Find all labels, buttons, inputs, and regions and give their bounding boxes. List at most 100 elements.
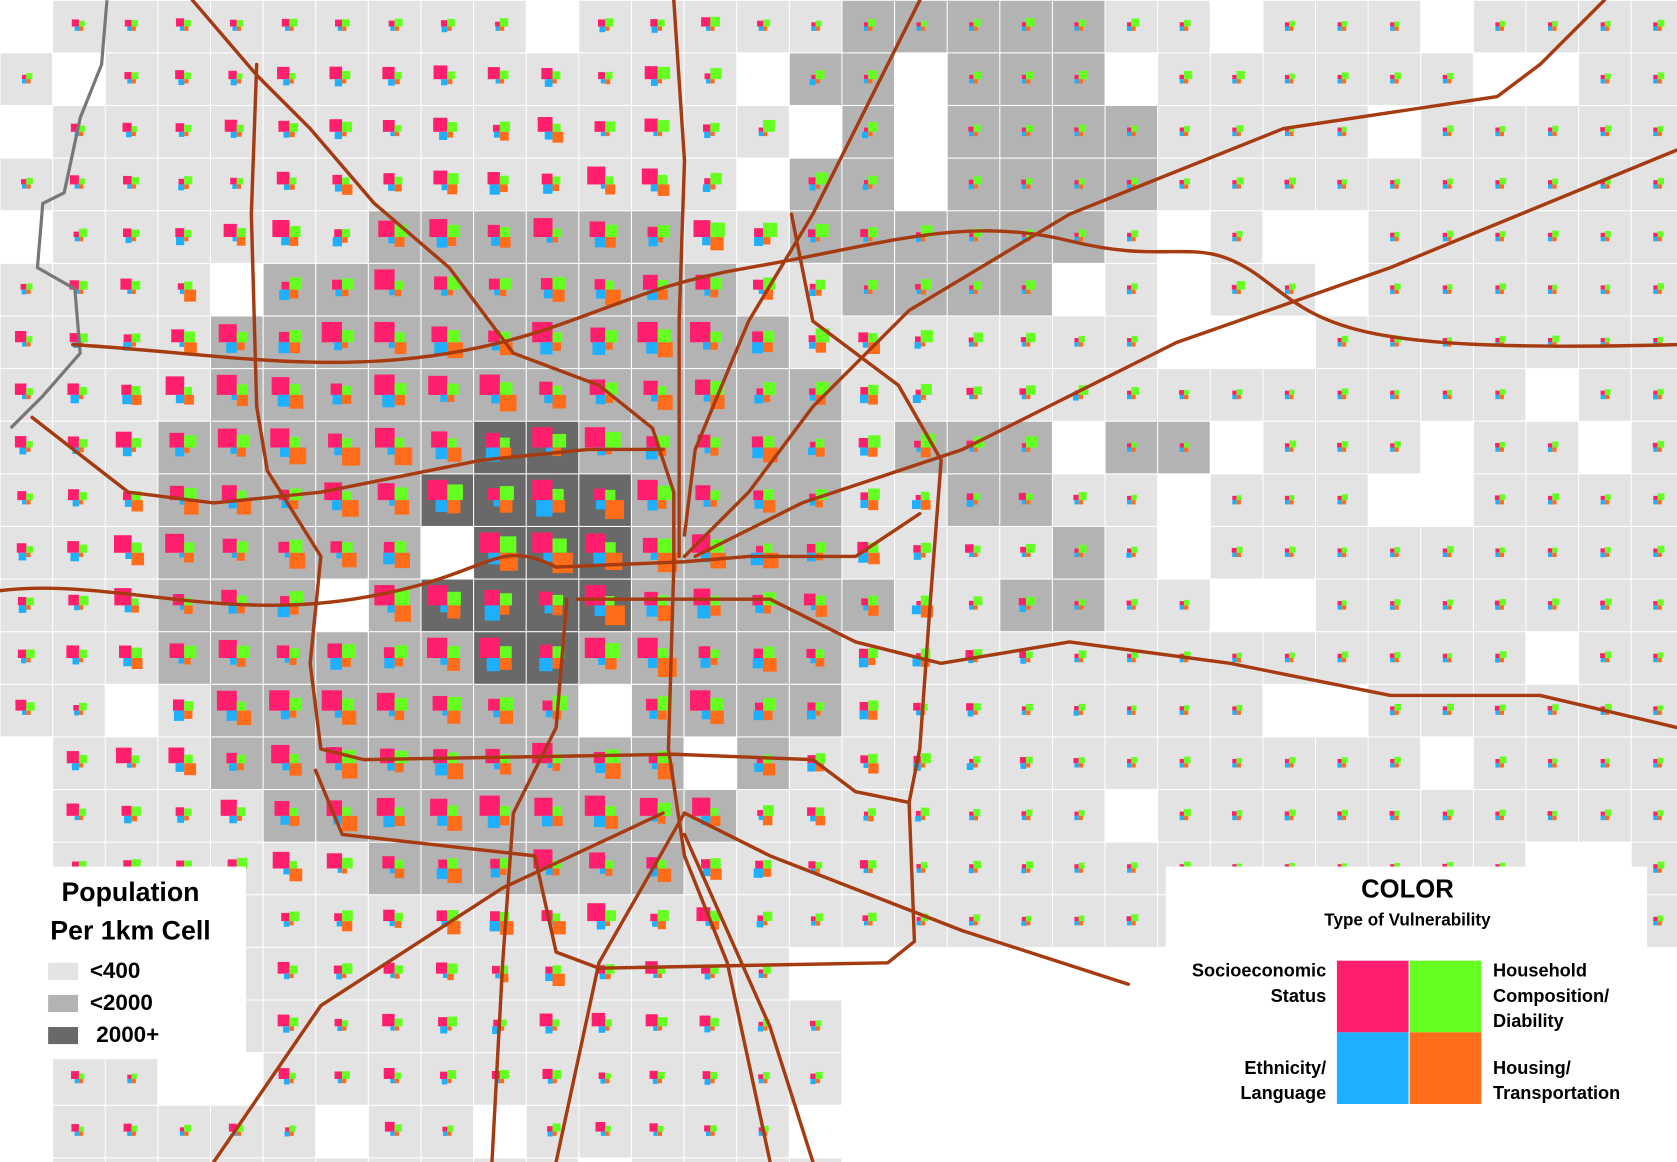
vulnerability-glyph [270, 428, 290, 448]
vulnerability-glyph [973, 131, 978, 137]
vulnerability-glyph [1657, 815, 1662, 821]
vulnerability-glyph [1074, 763, 1079, 768]
vulnerability-swatch [1336, 1032, 1409, 1104]
vulnerability-glyph [289, 73, 296, 80]
vulnerability-glyph [1078, 710, 1083, 715]
vulnerability-glyph [762, 119, 775, 132]
vulnerability-glyph [1183, 389, 1189, 395]
vulnerability-glyph [710, 868, 722, 880]
vulnerability-glyph [552, 433, 567, 448]
vulnerability-glyph [762, 1072, 770, 1079]
vulnerability-glyph [236, 124, 244, 132]
vulnerability-glyph [811, 26, 816, 31]
vulnerability-glyph [552, 552, 573, 574]
vulnerability-glyph [394, 280, 404, 290]
vulnerability-glyph [383, 541, 395, 553]
vulnerability-glyph [1026, 500, 1031, 505]
vulnerability-glyph [1495, 447, 1500, 452]
vulnerability-glyph [1131, 131, 1136, 137]
vulnerability-glyph [1078, 552, 1083, 558]
vulnerability-glyph [968, 868, 974, 874]
vulnerability-glyph [441, 26, 448, 33]
vulnerability-glyph [762, 911, 773, 922]
vulnerability-glyph [289, 763, 302, 776]
vulnerability-glyph [447, 184, 458, 195]
vulnerability-glyph [376, 692, 395, 711]
vulnerability-glyph [1499, 389, 1506, 395]
vulnerability-glyph [1074, 601, 1079, 606]
vulnerability-glyph [810, 237, 816, 243]
vulnerability-glyph [1232, 815, 1237, 821]
vulnerability-glyph [1552, 131, 1557, 137]
vulnerability-glyph [1232, 184, 1237, 189]
vulnerability-glyph [1657, 605, 1662, 610]
vulnerability-glyph [1021, 868, 1027, 874]
vulnerability-glyph [499, 1069, 509, 1079]
vulnerability-glyph [594, 237, 606, 248]
vulnerability-glyph [966, 703, 974, 711]
vulnerability-glyph [1026, 756, 1033, 764]
legend-swatch [48, 962, 79, 980]
vulnerability-glyph [342, 921, 353, 932]
vulnerability-glyph [78, 178, 85, 185]
vulnerability-glyph [1442, 706, 1448, 711]
vulnerability-glyph [1390, 237, 1395, 242]
vulnerability-glyph [1289, 389, 1295, 395]
vulnerability-glyph [447, 1078, 452, 1084]
vulnerability-glyph [289, 911, 299, 922]
vulnerability-glyph [811, 22, 816, 27]
vulnerability-glyph [1179, 605, 1184, 610]
vulnerability-glyph [916, 921, 921, 926]
vulnerability-glyph [1127, 921, 1132, 926]
vulnerability-glyph [657, 815, 666, 824]
vulnerability-glyph [433, 170, 448, 185]
vulnerability-glyph [394, 131, 399, 137]
vulnerability-glyph [704, 447, 711, 454]
vulnerability-glyph [915, 336, 921, 343]
vulnerability-glyph [499, 536, 517, 553]
vulnerability-glyph [1499, 447, 1504, 452]
vulnerability-glyph [1447, 394, 1452, 400]
vulnerability-glyph [1499, 126, 1506, 132]
vulnerability-glyph [78, 552, 84, 558]
vulnerability-glyph [1447, 125, 1454, 132]
vulnerability-glyph [762, 921, 768, 926]
vulnerability-glyph [394, 763, 404, 773]
vulnerability-glyph [388, 342, 395, 349]
vulnerability-glyph [223, 223, 237, 238]
vulnerability-glyph [394, 437, 405, 448]
cell [105, 1158, 158, 1162]
vulnerability-glyph [552, 228, 561, 238]
vulnerability-glyph [1131, 605, 1136, 610]
vulnerability-glyph [176, 860, 185, 869]
vulnerability-glyph [863, 811, 869, 816]
vulnerability-glyph [447, 173, 459, 185]
vulnerability-glyph [1657, 177, 1665, 185]
vulnerability-glyph [342, 121, 353, 132]
vulnerability-glyph [1499, 336, 1506, 343]
vulnerability-glyph [1657, 336, 1664, 343]
vulnerability-glyph [1499, 231, 1506, 238]
vulnerability-glyph [374, 321, 395, 343]
vulnerability-glyph [809, 283, 816, 290]
vulnerability-glyph [1653, 658, 1658, 663]
vulnerability-glyph [374, 374, 395, 395]
vulnerability-glyph [815, 79, 820, 84]
vulnerability-glyph [1389, 811, 1395, 816]
vulnerability-glyph [1289, 552, 1294, 558]
vulnerability-glyph [863, 22, 869, 27]
vulnerability-glyph [334, 342, 343, 351]
vulnerability-glyph [1179, 706, 1184, 711]
vulnerability-glyph [1341, 605, 1347, 610]
vulnerability-glyph [920, 26, 926, 31]
vulnerability-swatch [1409, 960, 1482, 1033]
vulnerability-glyph [179, 289, 185, 294]
vulnerability-glyph [863, 79, 869, 84]
vulnerability-glyph [710, 184, 716, 190]
vulnerability-glyph [1179, 758, 1184, 764]
vulnerability-glyph [1179, 74, 1184, 80]
vulnerability-glyph [863, 605, 869, 611]
vulnerability-glyph [334, 710, 343, 718]
vulnerability-glyph [20, 283, 27, 290]
vulnerability-glyph [184, 701, 194, 711]
